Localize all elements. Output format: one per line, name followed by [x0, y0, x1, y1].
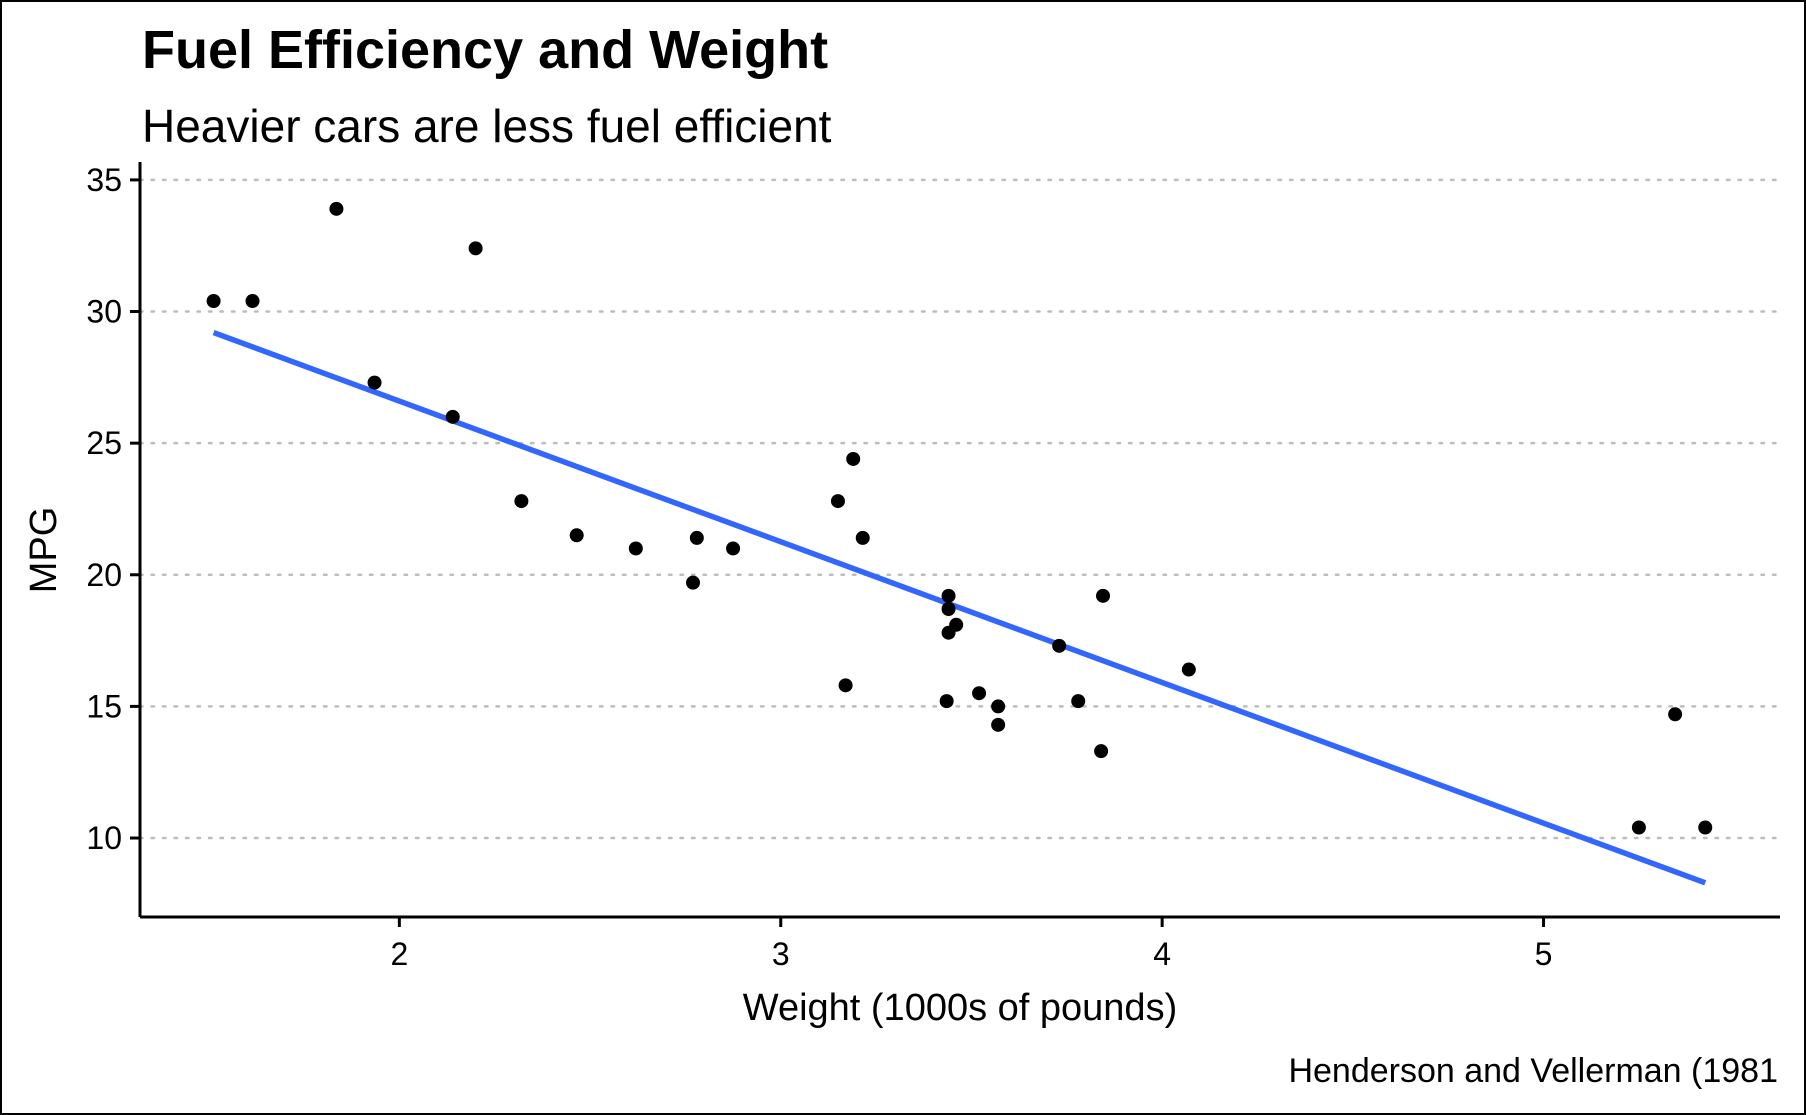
scatter-point: [1071, 694, 1086, 709]
regression-line: [212, 330, 1707, 886]
data-points: [206, 201, 1713, 835]
y-tick-label: 10: [86, 820, 122, 856]
scatter-point: [367, 375, 382, 390]
scatter-point: [949, 617, 964, 632]
scatter-point: [686, 575, 701, 590]
fit-line-layer: [212, 330, 1707, 886]
axes: 10 15 20 25 30 35 2 3 4 5: [86, 162, 1780, 972]
scatter-point: [514, 494, 529, 509]
scatter-point: [941, 588, 956, 603]
y-tick-label: 20: [86, 557, 122, 593]
x-tick-label: 4: [1153, 936, 1171, 972]
scatter-point: [939, 694, 954, 709]
scatter-point: [726, 541, 741, 556]
scatter-point: [855, 530, 870, 545]
x-tick-label: 5: [1535, 936, 1553, 972]
scatter-point: [1052, 638, 1067, 653]
y-axis-title: MPG: [23, 507, 65, 594]
chart-title: Fuel Efficiency and Weight: [142, 20, 828, 80]
scatter-point: [689, 530, 704, 545]
scatter-point: [846, 451, 861, 466]
scatter-point: [1096, 588, 1111, 603]
scatter-point: [569, 528, 584, 543]
scatter-point: [1668, 707, 1683, 722]
chart-subtitle: Heavier cars are less fuel efficient: [142, 100, 832, 152]
gridlines: [138, 178, 1782, 840]
scatter-point: [206, 293, 221, 308]
scatter-point: [628, 541, 643, 556]
chart-caption: Henderson and Vellerman (1981: [1288, 1052, 1778, 1090]
y-tick-label: 35: [86, 162, 122, 198]
scatter-point: [991, 699, 1006, 714]
scatter-point: [838, 678, 853, 693]
scatter-point: [1181, 662, 1196, 677]
scatter-point: [329, 201, 344, 216]
scatter-point: [445, 409, 460, 424]
scatter-point: [245, 293, 260, 308]
x-tick-label: 3: [772, 936, 790, 972]
y-tick-label: 30: [86, 294, 122, 330]
scatter-point: [941, 601, 956, 616]
scatter-point: [972, 686, 987, 701]
scatter-point: [830, 494, 845, 509]
y-tick-label: 15: [86, 688, 122, 724]
scatter-point: [1698, 820, 1713, 835]
scatter-point: [1631, 820, 1646, 835]
x-axis-title: Weight (1000s of pounds): [743, 987, 1177, 1029]
y-tick-label: 25: [86, 425, 122, 461]
scatter-point: [1094, 744, 1109, 759]
x-tick-label: 2: [390, 936, 408, 972]
scatter-point: [991, 717, 1006, 732]
scatter-point: [468, 241, 483, 256]
